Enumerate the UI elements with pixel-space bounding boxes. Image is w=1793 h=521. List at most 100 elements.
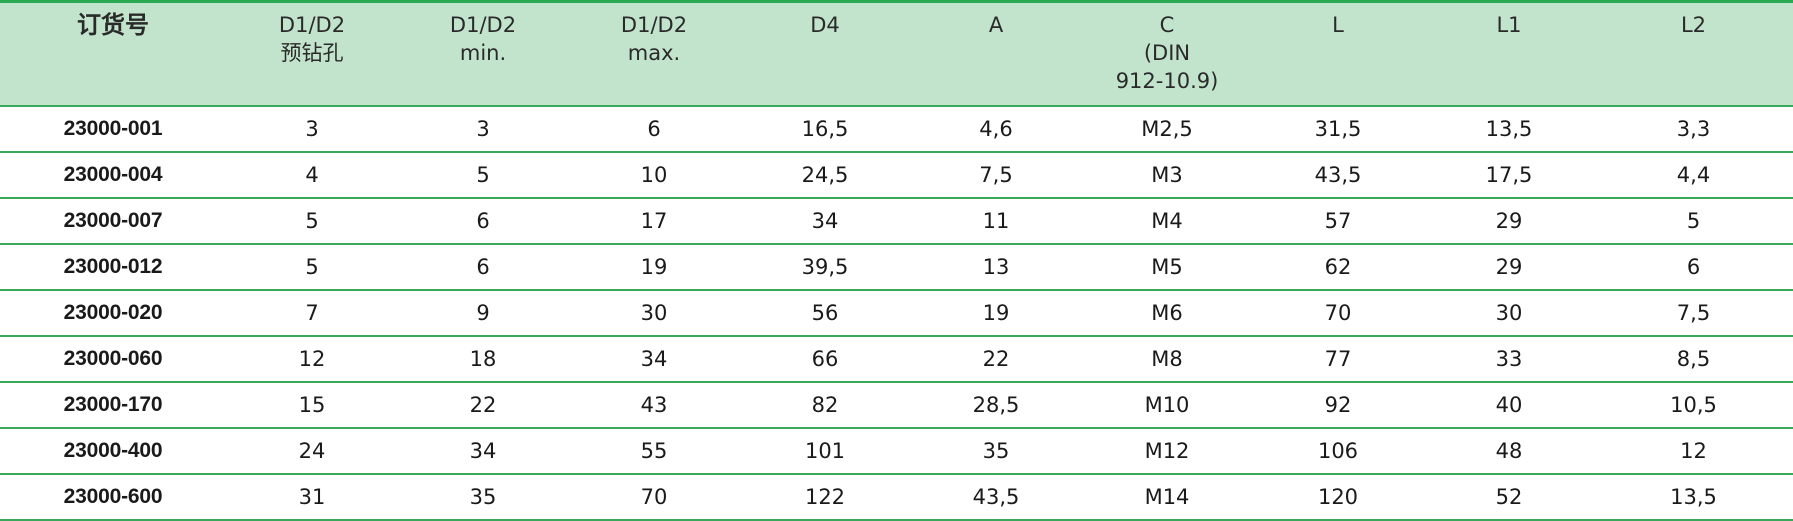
- order-number-cell: 23000-004: [0, 152, 226, 199]
- value-cell: 24: [226, 428, 398, 475]
- value-cell: 57: [1252, 198, 1424, 245]
- header-line: max.: [627, 41, 681, 65]
- value-cell: 62: [1252, 244, 1424, 291]
- value-cell: 31,5: [1252, 105, 1424, 153]
- table-row: 23000-001 3 3 6 16,5 4,6 M2,5 31,5 13,5 3,3: [0, 105, 1793, 153]
- value-cell: 6: [398, 244, 568, 291]
- value-cell: M6: [1082, 290, 1252, 337]
- value-cell: 101: [740, 428, 910, 475]
- header-line: L1: [1496, 13, 1522, 37]
- value-cell: 3: [226, 105, 398, 153]
- value-cell: M2,5: [1082, 105, 1252, 153]
- header-a: A: [910, 0, 1082, 106]
- value-cell: 22: [398, 382, 568, 429]
- header-c: C (DIN 912-10.9): [1082, 0, 1252, 106]
- value-cell: M8: [1082, 336, 1252, 383]
- value-cell: 15: [226, 382, 398, 429]
- value-cell: 34: [568, 336, 740, 383]
- value-cell: 10: [568, 152, 740, 199]
- value-cell: 106: [1252, 428, 1424, 475]
- header-line: 预钻孔: [280, 41, 344, 65]
- value-cell: M4: [1082, 198, 1252, 245]
- value-cell: 22: [910, 336, 1082, 383]
- table-row: 23000-600 31 35 70 122 43,5 M14 120 52 13,5: [0, 474, 1793, 521]
- value-cell: 43,5: [1252, 152, 1424, 199]
- value-cell: 5: [1594, 198, 1793, 245]
- value-cell: M10: [1082, 382, 1252, 429]
- value-cell: 6: [568, 105, 740, 153]
- value-cell: 13: [910, 244, 1082, 291]
- value-cell: 19: [568, 244, 740, 291]
- value-cell: 5: [226, 198, 398, 245]
- value-cell: 18: [398, 336, 568, 383]
- order-number-cell: 23000-001: [0, 105, 226, 153]
- header-line: A: [988, 13, 1004, 37]
- header-order-number: 订货号: [0, 0, 226, 106]
- header-l: L: [1252, 0, 1424, 106]
- value-cell: 28,5: [910, 382, 1082, 429]
- value-cell: 6: [1594, 244, 1793, 291]
- value-cell: 4,6: [910, 105, 1082, 153]
- value-cell: 4: [226, 152, 398, 199]
- value-cell: M5: [1082, 244, 1252, 291]
- value-cell: 35: [398, 474, 568, 521]
- value-cell: 13,5: [1424, 105, 1594, 153]
- value-cell: 48: [1424, 428, 1594, 475]
- value-cell: 10,5: [1594, 382, 1793, 429]
- header-l1: L1: [1424, 0, 1594, 106]
- value-cell: 11: [910, 198, 1082, 245]
- header-d1d2-predrill: D1/D2 预钻孔: [226, 0, 398, 106]
- value-cell: 120: [1252, 474, 1424, 521]
- value-cell: 17,5: [1424, 152, 1594, 199]
- header-line: D1/D2: [449, 13, 517, 37]
- value-cell: 33: [1424, 336, 1594, 383]
- value-cell: 29: [1424, 244, 1594, 291]
- value-cell: 77: [1252, 336, 1424, 383]
- value-cell: 70: [1252, 290, 1424, 337]
- table-row: 23000-007 5 6 17 34 11 M4 57 29 5: [0, 198, 1793, 245]
- header-line: D1/D2: [278, 13, 346, 37]
- value-cell: 5: [226, 244, 398, 291]
- value-cell: 40: [1424, 382, 1594, 429]
- value-cell: 92: [1252, 382, 1424, 429]
- value-cell: 55: [568, 428, 740, 475]
- value-cell: 17: [568, 198, 740, 245]
- order-number-cell: 23000-007: [0, 198, 226, 245]
- value-cell: 12: [226, 336, 398, 383]
- table-row: 23000-020 7 9 30 56 19 M6 70 30 7,5: [0, 290, 1793, 337]
- table-row: 23000-170 15 22 43 82 28,5 M10 92 40 10,5: [0, 382, 1793, 429]
- header-d4: D4: [740, 0, 910, 106]
- table-row: 23000-004 4 5 10 24,5 7,5 M3 43,5 17,5 4,4: [0, 152, 1793, 199]
- value-cell: 35: [910, 428, 1082, 475]
- value-cell: 39,5: [740, 244, 910, 291]
- value-cell: 30: [1424, 290, 1594, 337]
- header-line: C: [1159, 13, 1175, 37]
- value-cell: M3: [1082, 152, 1252, 199]
- order-number-cell: 23000-600: [0, 474, 226, 521]
- header-line: L2: [1680, 13, 1707, 37]
- value-cell: 34: [398, 428, 568, 475]
- table-row: 23000-400 24 34 55 101 35 M12 106 48 12: [0, 428, 1793, 475]
- table-body: 23000-001 3 3 6 16,5 4,6 M2,5 31,5 13,5 3,3 23000-…: [0, 105, 1793, 521]
- value-cell: M12: [1082, 428, 1252, 475]
- value-cell: 52: [1424, 474, 1594, 521]
- value-cell: 5: [398, 152, 568, 199]
- value-cell: 9: [398, 290, 568, 337]
- value-cell: 4,4: [1594, 152, 1793, 199]
- value-cell: 56: [740, 290, 910, 337]
- value-cell: 43,5: [910, 474, 1082, 521]
- value-cell: 24,5: [740, 152, 910, 199]
- header-l2: L2: [1594, 0, 1793, 106]
- value-cell: 16,5: [740, 105, 910, 153]
- value-cell: 43: [568, 382, 740, 429]
- value-cell: 8,5: [1594, 336, 1793, 383]
- value-cell: 30: [568, 290, 740, 337]
- header-line: (DIN: [1143, 41, 1191, 65]
- header-line: min.: [459, 41, 507, 65]
- header-line: D1/D2: [620, 13, 688, 37]
- value-cell: 34: [740, 198, 910, 245]
- value-cell: 3: [398, 105, 568, 153]
- header-line: 912-10.9): [1115, 69, 1219, 93]
- order-number-cell: 23000-012: [0, 244, 226, 291]
